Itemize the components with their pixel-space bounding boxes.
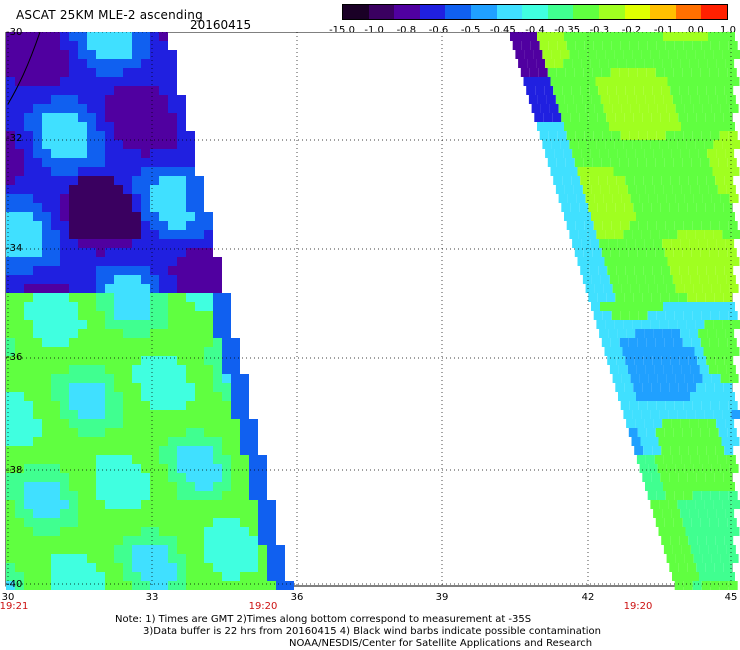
colorbar-segment: [343, 5, 369, 19]
colorbar-tick-label: -1.0: [364, 25, 384, 36]
x-tick-label: 36: [290, 592, 304, 603]
colorbar-segment: [598, 5, 625, 19]
colorbar-tick-label: -0.4: [525, 25, 545, 36]
swath-right: [510, 32, 740, 590]
swath-map[interactable]: [0, 32, 740, 592]
note-line-3: NOAA/NESDIS/Center for Satellite Applica…: [289, 638, 593, 649]
colorbar-segment: [650, 5, 676, 19]
colorbar-tick-label: -0.1: [653, 25, 674, 36]
x-tick-label: 42: [581, 592, 595, 603]
y-tick-label: -32: [6, 133, 23, 144]
x-tick-label: 39: [435, 592, 449, 603]
colorbar-segment: [419, 5, 446, 19]
colorbar-tick-label: -0.8: [396, 25, 417, 36]
note-line-2: 3)Data buffer is 22 hrs from 20160415 4)…: [143, 626, 601, 637]
colorbar-tick-label: -0.35: [554, 25, 581, 36]
colorbar-segment: [522, 5, 548, 19]
colorbar-tick-label: 0.0: [687, 25, 704, 36]
colorbar-tick-label: -0.3: [589, 25, 610, 36]
time-label: 19:20: [623, 601, 653, 612]
colorbar-labels: -15.0 -1.0 -0.8 -0.6 -0.5 -0.45 -0.4 -0.35 -0.3-…: [329, 25, 736, 39]
colorbar: [342, 4, 728, 20]
gridlines: [6, 32, 732, 586]
colorbar-segment: [394, 5, 420, 19]
colorbar-tick-label: -0.5: [460, 25, 481, 36]
x-tick-label: 45: [724, 592, 738, 603]
coastline: [7, 32, 41, 105]
colorbar-segment: [701, 5, 727, 19]
colorbar-segment: [368, 5, 395, 19]
colorbar-segment: [624, 5, 651, 19]
time-label: 19:21: [0, 601, 29, 612]
colorbar-segment: [470, 5, 497, 19]
map-title: ASCAT 25KM MLE-2 ascending: [16, 8, 203, 22]
colorbar-segment: [675, 5, 702, 19]
colorbar-segment: [496, 5, 523, 19]
y-tick-label: -38: [6, 465, 23, 476]
colorbar-tick-label: 1.0: [720, 25, 736, 36]
colorbar-segment: [445, 5, 471, 19]
y-tick-label: -34: [6, 243, 23, 254]
y-tick-label: -36: [6, 352, 23, 363]
colorbar-tick-label: -0.45: [489, 25, 516, 36]
colorbar-segment: [573, 5, 599, 19]
swath-left: [6, 32, 294, 590]
colorbar-segment: [547, 5, 574, 19]
x-tick-label: 30: [1, 592, 15, 603]
y-tick-label: -30: [6, 27, 23, 38]
y-tick-label: -40: [6, 579, 23, 590]
colorbar-tick-label: -0.2: [621, 25, 642, 36]
colorbar-tick-label: -15.0: [329, 25, 355, 36]
colorbar-tick-label: -0.6: [428, 25, 449, 36]
time-label: 19:20: [248, 601, 278, 612]
map-date: 20160415: [190, 18, 252, 32]
x-tick-label: 33: [145, 592, 159, 603]
note-line-1: Note: 1) Times are GMT 2)Times along bot…: [115, 614, 532, 625]
